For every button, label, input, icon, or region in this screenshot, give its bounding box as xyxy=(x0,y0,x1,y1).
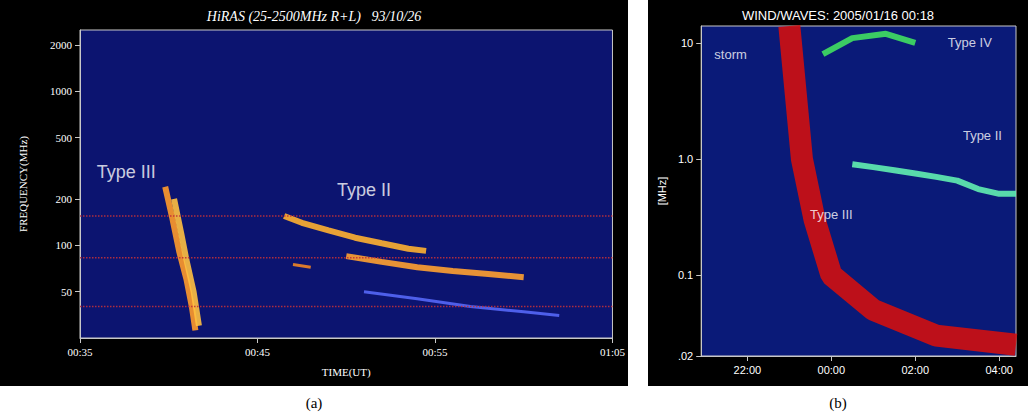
svg-text:00:45: 00:45 xyxy=(245,346,271,358)
svg-text:10: 10 xyxy=(681,37,693,49)
svg-text:2000: 2000 xyxy=(50,39,73,51)
svg-text:00:55: 00:55 xyxy=(422,346,448,358)
svg-text:00:35: 00:35 xyxy=(67,346,93,358)
svg-text:200: 200 xyxy=(56,193,73,205)
html-text:(b): (b) xyxy=(829,395,847,411)
svg-text:storm: storm xyxy=(714,47,747,62)
svg-text:FREQUENCY(MHz): FREQUENCY(MHz) xyxy=(17,136,30,232)
svg-text:0.1: 0.1 xyxy=(678,269,693,281)
svg-text:TIME(UT): TIME(UT) xyxy=(322,366,371,379)
svg-text:04:00: 04:00 xyxy=(985,364,1013,376)
svg-text:Type III: Type III xyxy=(810,207,853,222)
html-text:(a): (a) xyxy=(305,395,323,411)
svg-text:WIND/WAVES: 2005/01/16 00:18: WIND/WAVES: 2005/01/16 00:18 xyxy=(742,8,934,23)
svg-text:Type IV: Type IV xyxy=(948,35,992,50)
svg-text:HiRAS (25-2500MHz R+L) 93/10: HiRAS (25-2500MHz R+L) 93/10/26 xyxy=(206,9,421,25)
svg-text:.02: .02 xyxy=(678,350,693,362)
svg-text:[MHz]: [MHz] xyxy=(656,177,668,206)
svg-text:00:00: 00:00 xyxy=(818,364,846,376)
svg-text:50: 50 xyxy=(61,286,73,298)
svg-text:02:00: 02:00 xyxy=(901,364,929,376)
svg-text:01:05: 01:05 xyxy=(600,346,626,358)
svg-text:Type II: Type II xyxy=(337,180,391,200)
svg-text:500: 500 xyxy=(56,132,73,144)
svg-text:1000: 1000 xyxy=(50,85,73,97)
svg-text:1.0: 1.0 xyxy=(678,153,693,165)
svg-text:Type III: Type III xyxy=(97,162,156,182)
svg-text:Type II: Type II xyxy=(963,128,1002,143)
svg-text:100: 100 xyxy=(56,239,73,251)
svg-text:22:00: 22:00 xyxy=(734,364,762,376)
